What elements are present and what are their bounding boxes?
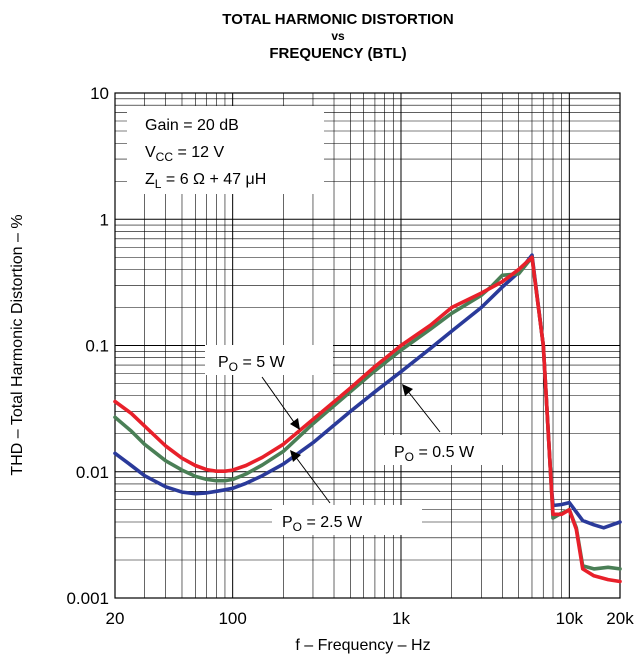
y-tick-labels: 0.001 0.01 0.1 1 10 [66, 84, 109, 608]
series-label-0-5w: PO = 0.5 W [383, 384, 511, 465]
series-line-0-5w [113, 253, 622, 530]
arrow-0-5w [406, 389, 441, 433]
chart-title-line3: FREQUENCY (BTL) [269, 45, 406, 62]
vcc-condition: VCC = 12 V [145, 144, 224, 164]
arrow-2-5w [294, 455, 331, 504]
chart-title-line2: vs [331, 29, 345, 43]
x-tick-label: 10k [556, 609, 584, 628]
x-tick-label: 20 [106, 609, 125, 628]
series-lines [113, 253, 622, 584]
x-axis-label: f – Frequency – Hz [295, 637, 430, 654]
x-tick-label: 20k [606, 609, 634, 628]
chart-title-line1: TOTAL HARMONIC DISTORTION [222, 11, 453, 28]
x-tick-labels: 20 100 1k 10k 20k [106, 609, 635, 628]
y-tick-label: 0.1 [85, 337, 109, 356]
x-tick-label: 100 [218, 609, 246, 628]
series-label-0-5w-text: PO = 0.5 W [394, 444, 475, 464]
series-label-5w-text: PO = 5 W [218, 354, 286, 374]
y-axis-label: THD – Total Harmonic Distortion – % [9, 214, 26, 475]
series-label-5w: PO = 5 W [205, 345, 333, 430]
y-tick-label: 0.01 [76, 463, 109, 482]
x-tick-label: 1k [392, 609, 410, 628]
series-line-5w [113, 255, 622, 584]
series-label-2-5w: PO = 2.5 W [272, 450, 422, 535]
arrowhead-2-5w [290, 450, 301, 462]
conditions-box [127, 106, 324, 194]
arrowhead-0-5w [402, 384, 413, 396]
y-tick-label: 10 [90, 84, 109, 103]
arrowhead-5w [290, 418, 300, 430]
series-label-2-5w-text: PO = 2.5 W [282, 514, 363, 534]
gain-condition: Gain = 20 dB [145, 117, 239, 134]
y-tick-label: 1 [100, 210, 109, 229]
zl-condition: ZL = 6 Ω + 47 μH [145, 171, 266, 191]
arrow-5w [261, 376, 297, 426]
y-tick-label: 0.001 [66, 589, 109, 608]
plot-frame [114, 92, 621, 599]
